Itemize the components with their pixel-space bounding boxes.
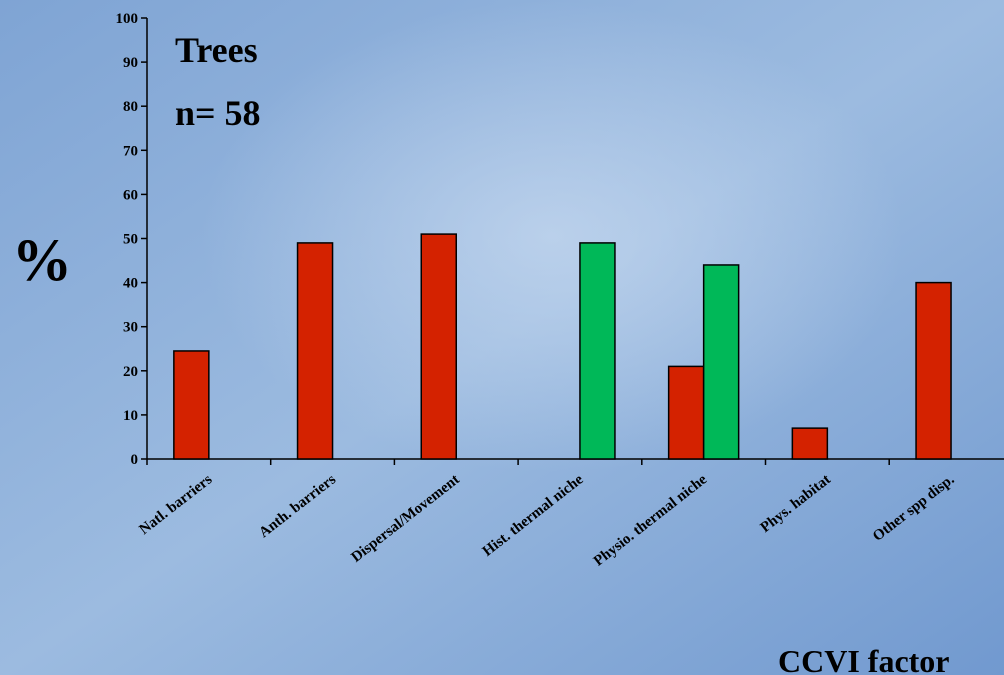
bar bbox=[173, 350, 210, 460]
y-tick-label: 0 bbox=[131, 452, 139, 468]
y-tick-label: 70 bbox=[123, 143, 138, 159]
bar bbox=[296, 242, 334, 460]
y-tick-label: 30 bbox=[123, 320, 138, 336]
bar bbox=[915, 281, 952, 460]
bar bbox=[420, 233, 457, 460]
y-tick-label: 40 bbox=[123, 276, 138, 292]
y-tick-label: 100 bbox=[116, 11, 139, 27]
y-tick-label: 50 bbox=[123, 232, 138, 248]
bar bbox=[579, 242, 616, 460]
x-axis-label: CCVI factor bbox=[778, 643, 950, 675]
y-tick-label: 90 bbox=[123, 55, 138, 71]
y-axis-label: % bbox=[12, 227, 72, 293]
annotation: n= 58 bbox=[175, 93, 261, 133]
y-tick-label: 80 bbox=[123, 99, 138, 115]
annotation: Trees bbox=[175, 30, 258, 70]
bar bbox=[702, 264, 740, 460]
y-tick-label: 10 bbox=[123, 408, 138, 424]
y-tick-label: 20 bbox=[123, 364, 138, 380]
bar bbox=[791, 427, 829, 460]
y-tick-label: 60 bbox=[123, 187, 138, 203]
bar bbox=[667, 365, 705, 460]
